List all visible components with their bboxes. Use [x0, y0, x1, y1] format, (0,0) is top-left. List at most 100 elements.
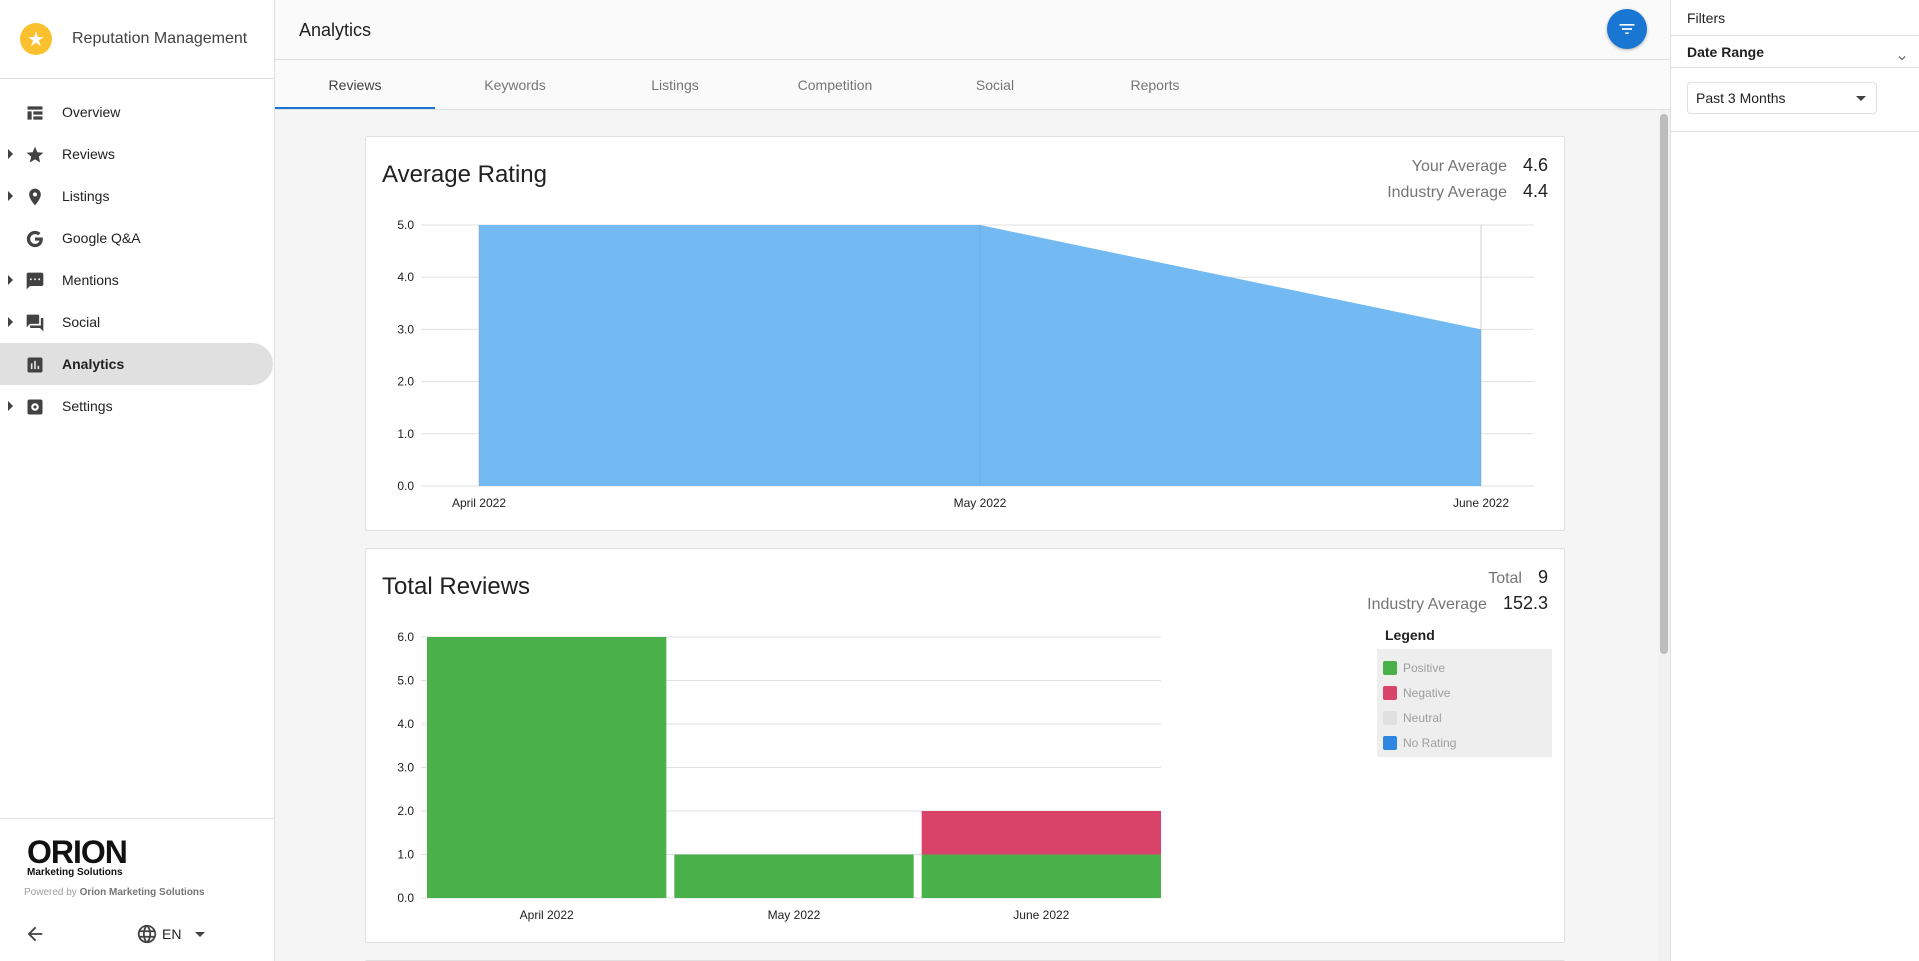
expand-caret-icon[interactable] [8, 191, 13, 201]
industry-average-stat: Industry Average 152.3 [1367, 593, 1548, 613]
your-average-stat: Your Average 4.6 [1411, 155, 1548, 175]
sidebar-item-google-qa[interactable]: Google Q&A [0, 217, 274, 259]
sidebar-item-reviews[interactable]: Reviews [0, 133, 274, 175]
legend-list: Positive Negative Neutral No Rating [1377, 649, 1552, 757]
sidebar-item-label: Overview [62, 104, 121, 120]
y-tick-label: 3.0 [397, 761, 414, 775]
sidebar-item-settings[interactable]: Settings [0, 385, 274, 427]
y-tick-label: 5.0 [397, 218, 414, 232]
y-tick-label: 4.0 [397, 270, 414, 284]
expand-caret-icon[interactable] [8, 149, 13, 159]
date-range-section-body: Past 3 Months [1671, 68, 1919, 132]
location-pin-icon [25, 187, 45, 206]
legend-swatch [1383, 660, 1397, 675]
chevron-down-icon [1895, 44, 1909, 61]
legend-swatch [1383, 710, 1397, 725]
tab-listings[interactable]: Listings [651, 77, 699, 93]
y-tick-label: 1.0 [397, 848, 414, 862]
average-rating-card: 0.0 1.0 2.0 3.0 4.0 5.0 April 2022 May 2022 June… [365, 136, 1565, 531]
date-range-section-header[interactable]: Date Range [1671, 36, 1919, 68]
sidebar-item-social[interactable]: Social [0, 301, 274, 343]
x-tick-label: May 2022 [954, 496, 1007, 510]
dashboard-icon [25, 103, 45, 121]
x-tick-label: June 2022 [1013, 908, 1069, 922]
filter-icon [1619, 24, 1635, 34]
x-tick-label: May 2022 [768, 908, 821, 922]
language-selector[interactable]: EN [136, 923, 206, 945]
sidebar-item-label: Settings [62, 398, 113, 414]
y-tick-label: 3.0 [397, 322, 414, 336]
analytics-tabs: Reviews Keywords Listings Competition So… [275, 60, 1670, 110]
page-title: Analytics [299, 20, 372, 40]
sidebar-item-label: Reviews [62, 146, 115, 162]
y-tick-label: 1.0 [397, 427, 414, 441]
legend-label: Negative [1403, 685, 1451, 700]
total-reviews-card: 0.0 1.0 2.0 3.0 4.0 5.0 6.0 April 2022 May 2022 J… [365, 548, 1565, 943]
legend-item[interactable]: No Rating [1383, 730, 1546, 755]
powered-by-text: Powered by Orion Marketing Solutions [24, 887, 205, 898]
language-code: EN [162, 926, 182, 942]
google-icon [25, 229, 45, 248]
tab-social[interactable]: Social [975, 77, 1015, 93]
bar-segment-positive [674, 854, 914, 898]
scrollbar[interactable] [1658, 110, 1670, 961]
y-tick-label: 6.0 [397, 630, 414, 644]
legend-swatch [1383, 735, 1397, 750]
legend-title: Legend [1385, 627, 1435, 643]
main-area: Analytics Reviews Keywords Listings Comp… [275, 0, 1670, 961]
tab-reports[interactable]: Reports [1130, 77, 1180, 93]
sidebar-item-label: Google Q&A [62, 230, 141, 246]
sidebar: ★ Reputation Management Overview Reviews… [0, 0, 275, 961]
legend-item[interactable]: Positive [1383, 655, 1546, 680]
legend-swatch [1383, 685, 1397, 700]
expand-caret-icon[interactable] [8, 317, 13, 327]
content-scroll-area: 0.0 1.0 2.0 3.0 4.0 5.0 April 2022 May 2022 June… [275, 110, 1658, 961]
y-tick-label: 0.0 [397, 891, 414, 905]
legend-label: No Rating [1403, 735, 1457, 750]
filter-button[interactable] [1607, 9, 1647, 49]
scrollbar-thumb[interactable] [1660, 114, 1668, 654]
star-icon: ★ [20, 23, 52, 55]
star-icon [25, 145, 45, 163]
tab-competition[interactable]: Competition [797, 77, 873, 93]
expand-caret-icon[interactable] [8, 275, 13, 285]
filters-panel: Filters Date Range Past 3 Months [1670, 0, 1919, 961]
filters-title: Filters [1671, 0, 1919, 36]
legend-label: Positive [1403, 660, 1446, 675]
dropdown-arrow-icon [1856, 96, 1866, 101]
sidebar-item-label: Social [62, 314, 101, 330]
sidebar-item-analytics[interactable]: Analytics [0, 343, 273, 385]
x-tick-label: April 2022 [520, 908, 574, 922]
sidebar-item-label: Listings [62, 188, 110, 204]
tab-reviews[interactable]: Reviews [275, 60, 435, 109]
y-tick-label: 2.0 [397, 375, 414, 389]
bar-segment-positive [921, 854, 1161, 898]
back-arrow-icon[interactable] [24, 923, 46, 945]
x-tick-label: April 2022 [452, 496, 506, 510]
forum-icon [25, 313, 45, 332]
legend-item[interactable]: Neutral [1383, 705, 1546, 730]
settings-icon [25, 397, 45, 415]
bar-chart-icon [25, 355, 45, 373]
expand-caret-icon[interactable] [8, 401, 13, 411]
card-title: Total Reviews [382, 573, 531, 600]
bar-segment-positive [427, 637, 667, 898]
sidebar-item-overview[interactable]: Overview [0, 91, 274, 133]
legend-item[interactable]: Negative [1383, 680, 1546, 705]
card-title: Average Rating [382, 161, 547, 188]
rating-area-series [479, 225, 1481, 486]
industry-average-stat: Industry Average 4.4 [1387, 181, 1548, 201]
date-range-select[interactable]: Past 3 Months [1687, 82, 1877, 114]
chart-legend: Legend Positive Negative Neutral No Rating [1377, 627, 1552, 757]
y-tick-label: 4.0 [397, 717, 414, 731]
sidebar-footer: ORION Marketing Solutions Powered by Ori… [0, 818, 274, 961]
total-stat: Total 9 [1488, 567, 1548, 587]
bar-segment-negative [921, 811, 1161, 855]
tab-keywords[interactable]: Keywords [484, 77, 546, 93]
legend-label: Neutral [1403, 710, 1442, 725]
brand-header[interactable]: ★ Reputation Management [0, 0, 274, 79]
sidebar-nav: Overview Reviews Listings Google Q&A Men… [0, 79, 274, 427]
sidebar-item-listings[interactable]: Listings [0, 175, 274, 217]
sidebar-item-mentions[interactable]: Mentions [0, 259, 274, 301]
globe-icon [137, 924, 157, 944]
